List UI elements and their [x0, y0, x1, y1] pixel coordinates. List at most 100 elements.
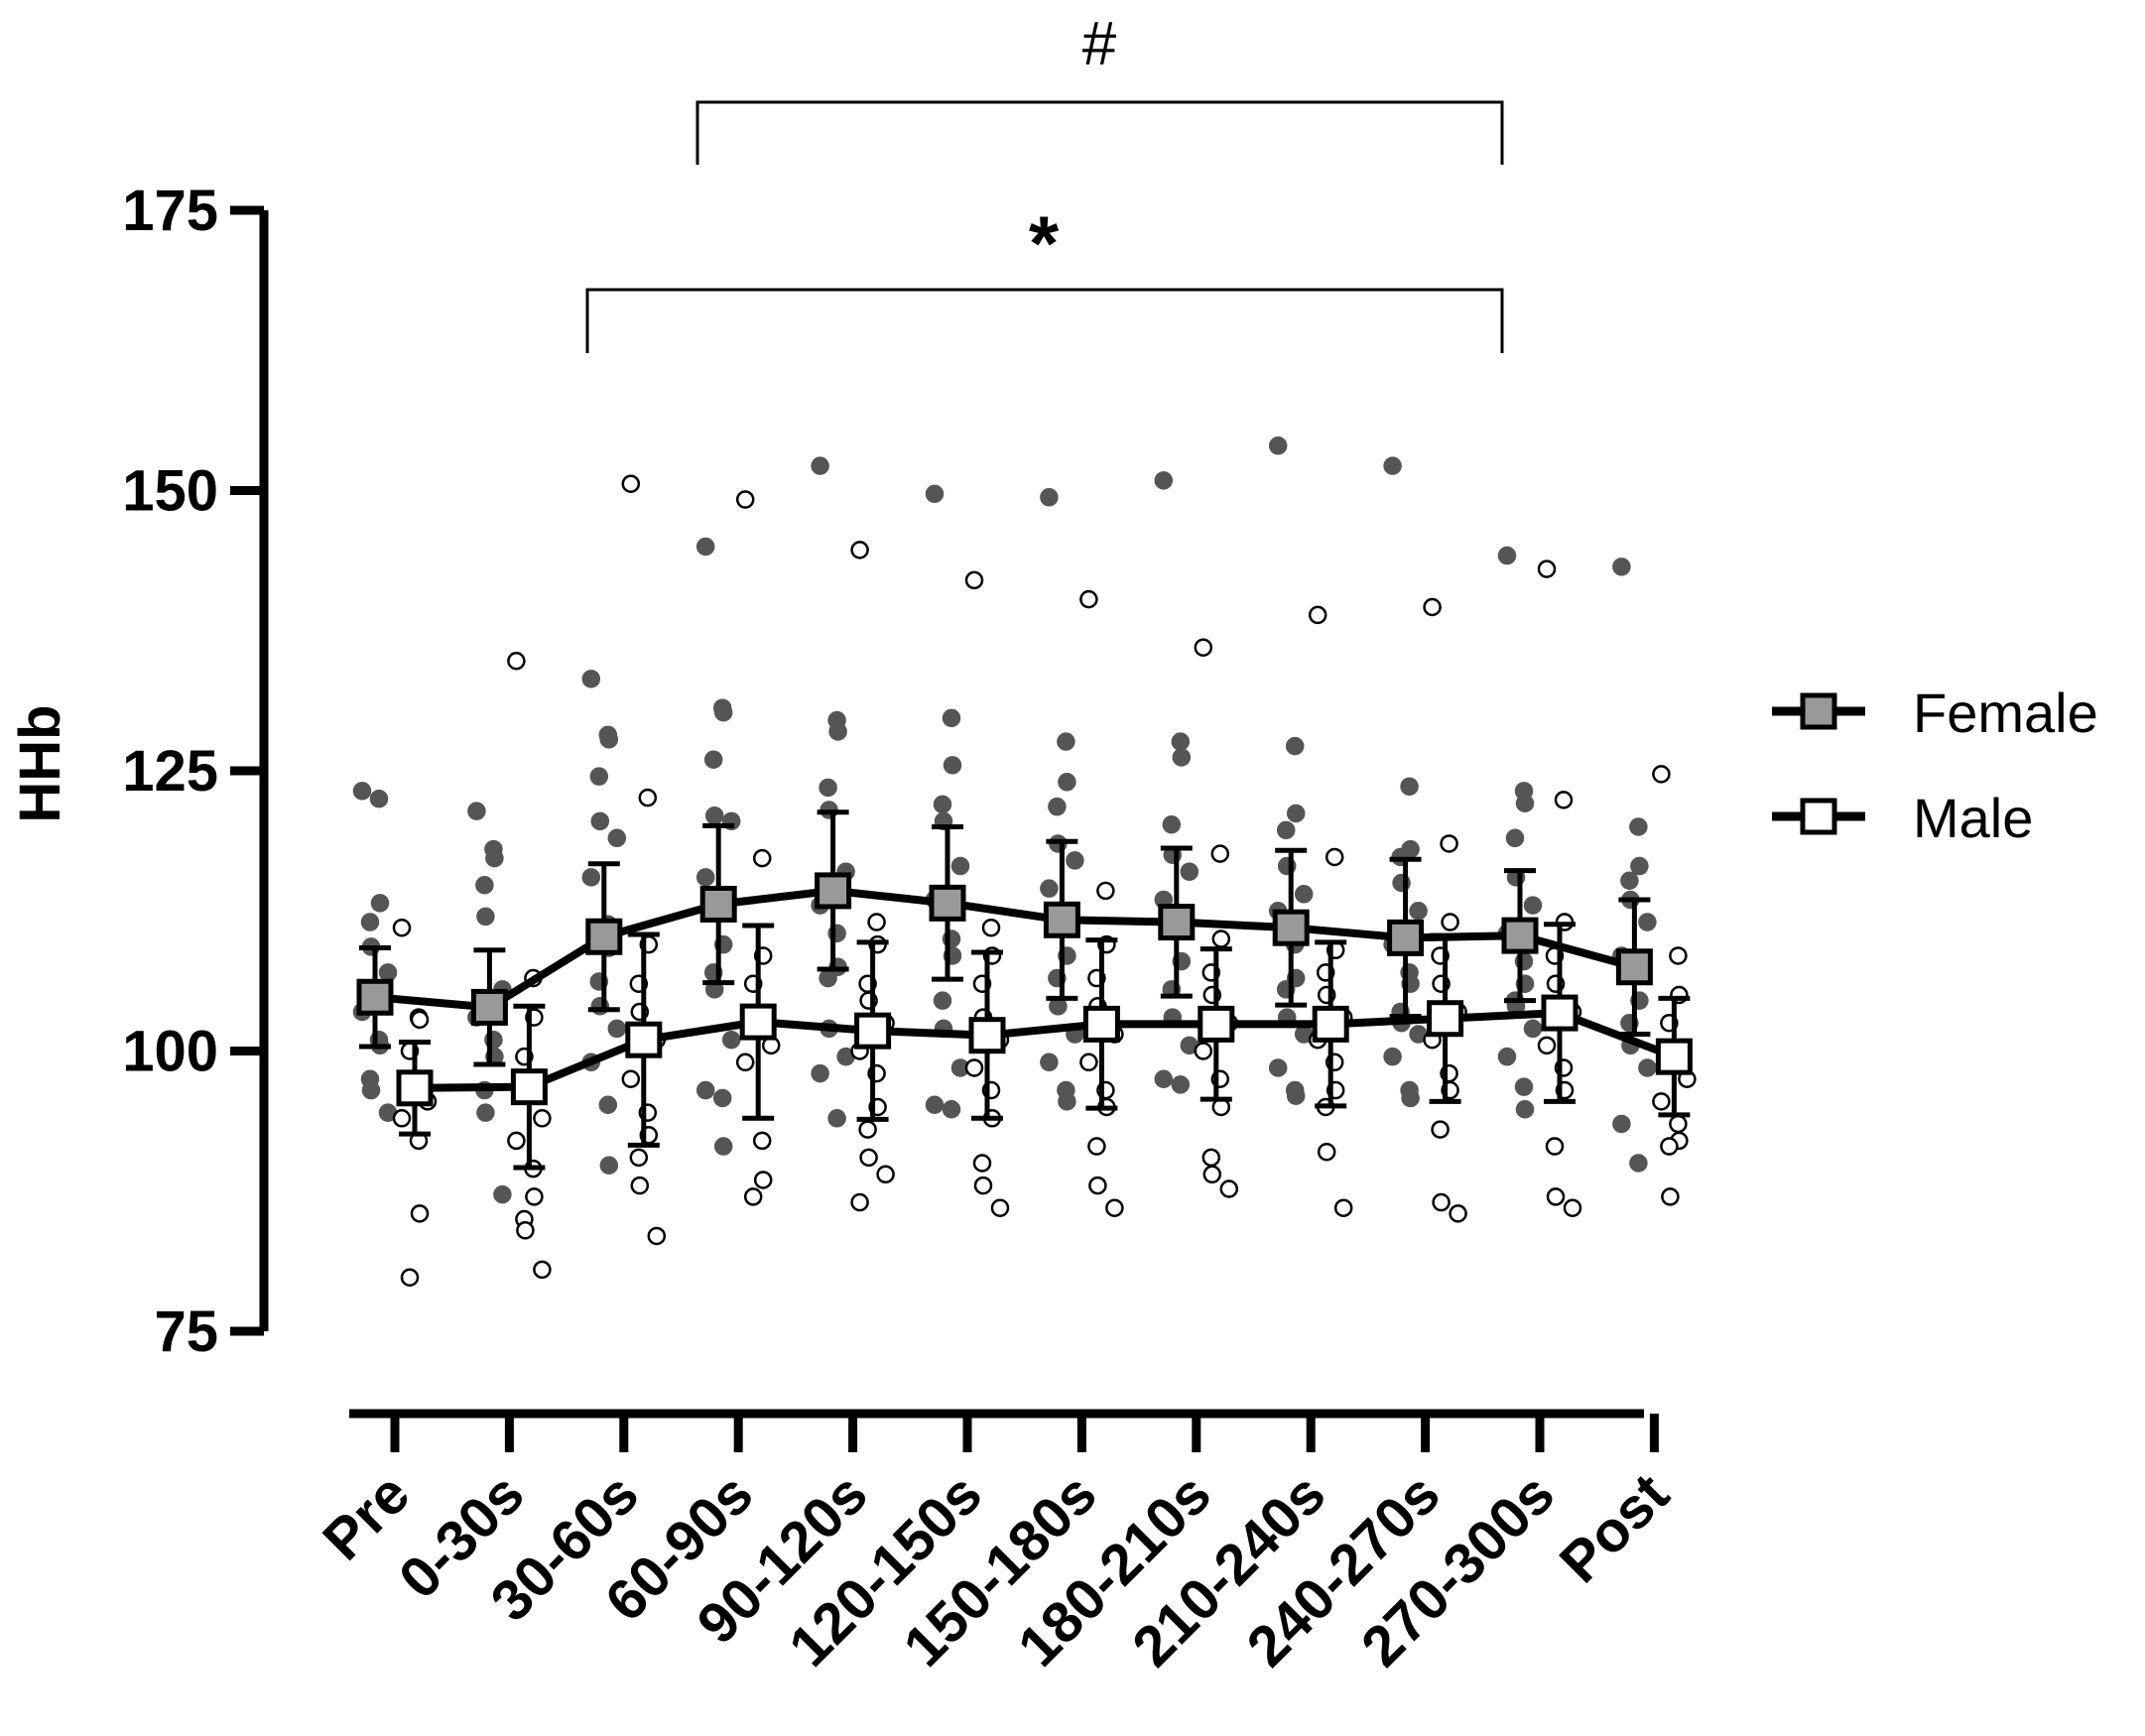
female-mean-marker	[1158, 904, 1196, 941]
male-point	[876, 1165, 895, 1184]
male-mean-marker	[1198, 1005, 1235, 1043]
male-point	[647, 1226, 667, 1246]
male-mean-marker	[510, 1068, 548, 1106]
female-point	[1040, 1053, 1059, 1072]
female-point	[1515, 794, 1535, 813]
male-point	[1537, 1036, 1557, 1055]
legend-male-marker	[1800, 798, 1837, 835]
female-point	[1612, 1114, 1631, 1134]
male-point	[850, 541, 869, 559]
female-mean-marker	[1501, 917, 1539, 954]
female-point	[942, 708, 961, 728]
female-point	[370, 894, 390, 913]
female-point	[1154, 1069, 1174, 1088]
male-mean-marker	[396, 1069, 434, 1107]
female-mean-marker	[1043, 901, 1080, 938]
legend-male-label: Male	[1913, 787, 2033, 849]
female-mean-marker	[1615, 948, 1653, 986]
female-point	[704, 806, 724, 825]
male-point	[1194, 1042, 1213, 1060]
male-point	[1545, 1137, 1565, 1156]
legend: Female Male	[1772, 682, 2098, 849]
female-point	[1612, 558, 1631, 576]
male-point	[1661, 1187, 1680, 1206]
male-mean-marker	[854, 1012, 892, 1050]
male-point	[1440, 834, 1458, 853]
male-point	[392, 1109, 412, 1128]
female-point	[1276, 820, 1296, 840]
female-point	[695, 1080, 715, 1100]
legend-female-marker	[1800, 692, 1837, 730]
female-point	[352, 782, 372, 801]
female-point	[1162, 814, 1182, 834]
male-point	[1554, 791, 1574, 809]
x-axis-ticks: Pre0-30s30-60s60-90s90-120s120-150s150-1…	[311, 1414, 1682, 1679]
error-bars	[359, 809, 1691, 1171]
male-mean-marker	[1082, 1005, 1120, 1043]
male-point	[1087, 1137, 1106, 1156]
female-point	[1286, 1086, 1306, 1105]
mean-markers	[356, 872, 1693, 1107]
female-point	[1058, 1092, 1076, 1111]
female-point	[713, 1137, 733, 1156]
female-point	[590, 811, 610, 831]
female-point	[1505, 828, 1525, 848]
female-point	[589, 767, 609, 786]
female-point	[1523, 1019, 1543, 1039]
male-point	[973, 1176, 993, 1195]
female-point	[1383, 1047, 1402, 1066]
female-point	[713, 702, 733, 722]
female-point	[1171, 732, 1191, 751]
male-point	[1660, 1137, 1679, 1156]
legend-female-label: Female	[1913, 682, 2098, 744]
male-point	[859, 1148, 878, 1168]
female-point	[369, 790, 389, 808]
male-point	[525, 1187, 544, 1206]
male-point	[1423, 597, 1442, 617]
female-point	[1286, 804, 1306, 823]
female-point	[721, 1030, 741, 1050]
male-point	[858, 1120, 877, 1139]
female-point	[950, 856, 970, 876]
female-mean-marker	[470, 988, 508, 1026]
male-point	[1669, 1114, 1688, 1134]
male-point	[1563, 1198, 1582, 1217]
female-point	[942, 1100, 961, 1119]
female-point	[1620, 871, 1639, 890]
female-point	[475, 876, 494, 895]
male-point	[1201, 1148, 1221, 1168]
female-point	[1629, 817, 1648, 836]
male-mean-marker	[625, 1021, 663, 1058]
male-point	[533, 1109, 552, 1128]
male-point	[1432, 1192, 1451, 1212]
male-point	[638, 788, 658, 807]
male-point	[410, 1010, 430, 1030]
female-point	[1383, 456, 1402, 475]
female-point	[811, 1063, 829, 1083]
male-mean-marker	[1312, 1005, 1349, 1043]
female-point	[1401, 1088, 1420, 1108]
female-mean-marker	[929, 884, 966, 922]
female-mean-marker	[585, 918, 623, 955]
male-point	[981, 918, 1001, 937]
female-mean-marker	[1387, 919, 1425, 956]
female-point	[607, 828, 627, 848]
female-point	[1057, 732, 1075, 751]
y-tick-label: 100	[122, 1020, 218, 1084]
male-point	[1441, 913, 1459, 931]
female-point	[599, 730, 619, 749]
male-point	[1325, 847, 1344, 867]
female-point	[493, 1184, 512, 1204]
female-point	[695, 868, 715, 887]
male-point	[972, 1154, 992, 1173]
female-point	[476, 907, 495, 927]
y-axis-title: HHb	[8, 704, 72, 822]
individual-points	[352, 436, 1697, 1288]
male-mean-line	[414, 1009, 1676, 1092]
significance-brackets: # *	[585, 10, 1504, 353]
male-point	[392, 918, 412, 937]
female-point	[1154, 471, 1174, 490]
female-point	[819, 778, 837, 798]
male-point	[1202, 1165, 1222, 1184]
